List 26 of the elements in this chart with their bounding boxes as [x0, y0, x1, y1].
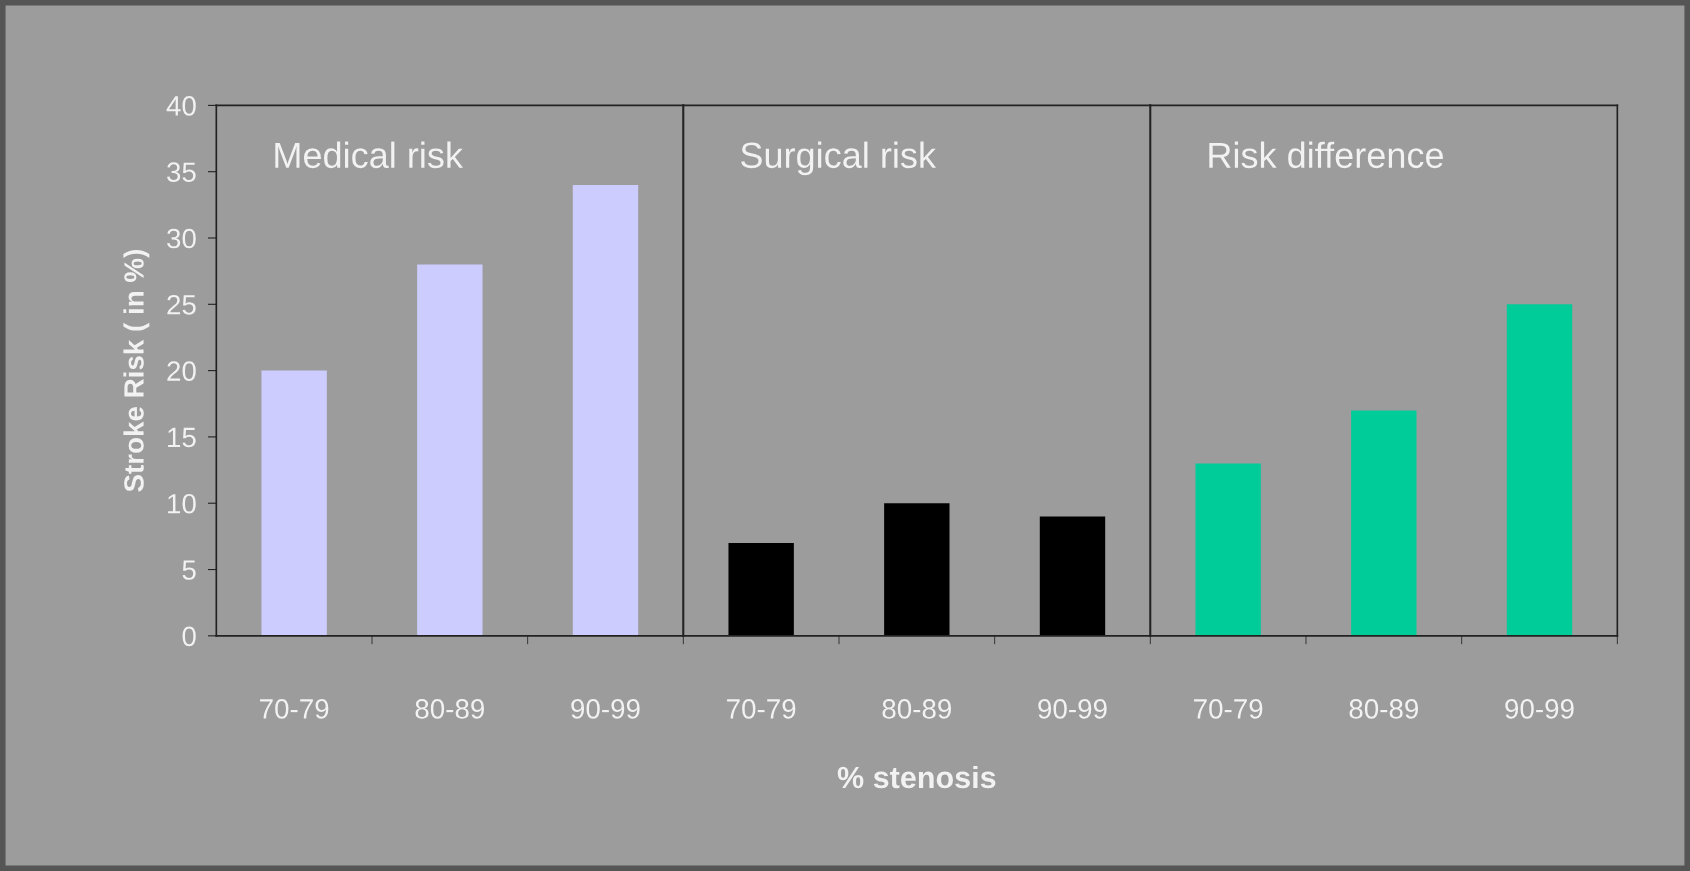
y-tick-label: 25: [167, 294, 196, 315]
y-axis-title: Stroke Risk ( in %): [123, 250, 150, 492]
bar: [261, 370, 327, 636]
x-axis-title: % stenosis: [837, 765, 996, 789]
x-tick-label: 80-89: [882, 699, 952, 719]
x-tick-label: 90-99: [1505, 699, 1574, 719]
x-tick-label: 90-99: [571, 699, 640, 719]
y-tick-label: 5: [182, 560, 196, 580]
y-tick-label: 10: [168, 493, 196, 514]
bar: [572, 184, 639, 636]
y-tick-label: 15: [168, 427, 196, 448]
bar: [417, 264, 483, 636]
x-tick-label: 90-99: [1038, 699, 1107, 719]
y-tick-label: 40: [166, 96, 196, 116]
x-tick-label: 70-79: [1194, 699, 1263, 719]
y-tick-label: 0: [182, 626, 196, 647]
x-tick-label: 80-89: [1349, 699, 1419, 719]
x-tick-label: 70-79: [260, 699, 329, 719]
y-tick-label: 35: [167, 162, 196, 183]
y-tick-label: 20: [167, 361, 196, 381]
x-tick-label: 70-79: [727, 699, 796, 719]
x-tick-label: 80-89: [415, 699, 485, 719]
text: Risk difference: [1209, 141, 1443, 169]
text: Medical risk: [275, 141, 464, 169]
y-tick-label: 30: [167, 228, 196, 249]
text: Surgical risk: [741, 141, 937, 176]
